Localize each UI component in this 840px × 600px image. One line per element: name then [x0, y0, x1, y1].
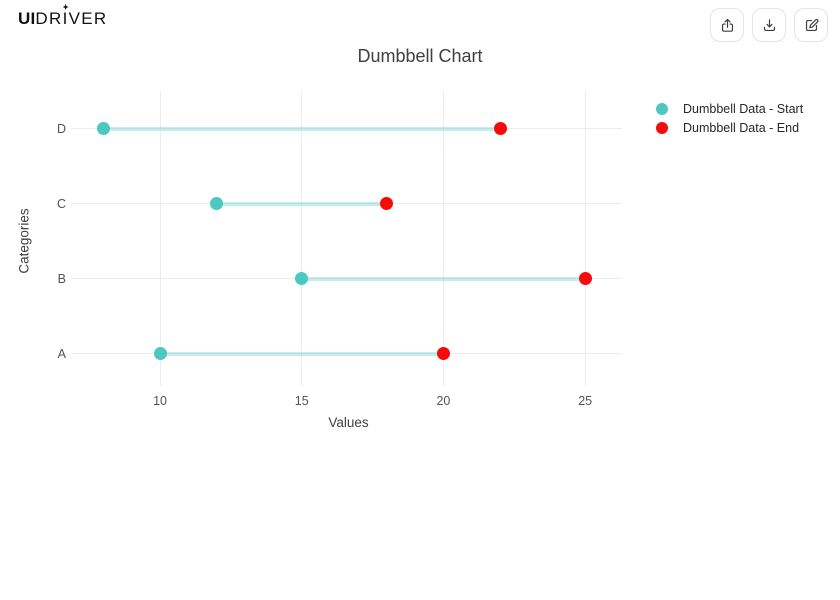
category-gridline	[71, 203, 622, 204]
share-button[interactable]	[710, 8, 744, 42]
edit-icon	[805, 18, 818, 31]
dumbbell-start-dot	[153, 347, 167, 360]
dumbbell-connector	[301, 276, 586, 281]
logo-text-ui: UI	[18, 9, 36, 28]
dumbbell-start-dot	[96, 122, 110, 135]
chart-title: Dumbbell Chart	[357, 46, 483, 66]
x-gridline	[159, 91, 161, 386]
download-icon	[763, 18, 775, 31]
x-tick-label: 25	[578, 394, 593, 408]
category-label: D	[56, 121, 66, 136]
logo-text-dr: DR	[35, 9, 63, 28]
star-icon	[62, 4, 69, 10]
legend-swatch-icon	[656, 121, 668, 134]
legend-item: Dumbbell Data - Start	[656, 99, 803, 118]
dumbbell-start-dot	[210, 197, 224, 210]
dumbbell-connector	[216, 201, 387, 206]
legend-item: Dumbbell Data - End	[656, 118, 803, 137]
dumbbell-start-dot	[295, 272, 309, 285]
edit-button[interactable]	[794, 8, 828, 42]
x-gridline	[584, 91, 586, 386]
dumbbell-end-dot	[493, 122, 507, 135]
legend: Dumbbell Data - Start Dumbbell Data - End	[656, 99, 803, 137]
y-axis-label: Categories	[16, 208, 32, 274]
share-icon	[721, 18, 733, 32]
x-axis-label: Values	[328, 415, 369, 430]
category-label: C	[56, 196, 66, 211]
dumbbell-connector	[160, 351, 444, 356]
logo-text-ver: VER	[68, 9, 108, 28]
logo-text-i: I	[63, 4, 69, 29]
legend-label: Dumbbell Data - Start	[683, 101, 804, 116]
x-gridline	[301, 91, 303, 386]
x-tick-label: 10	[153, 394, 167, 408]
app-logo: UIDR IVER	[18, 4, 108, 29]
legend-label: Dumbbell Data - End	[683, 120, 800, 135]
x-tick-label: 15	[294, 394, 309, 408]
category-label: A	[57, 346, 66, 361]
dumbbell-end-dot	[436, 347, 450, 360]
legend-swatch-icon	[656, 102, 668, 115]
x-tick-label: 20	[436, 394, 451, 408]
category-label: B	[57, 271, 66, 286]
toolbar	[710, 8, 828, 42]
download-button[interactable]	[752, 8, 786, 42]
dumbbell-connector	[103, 126, 501, 131]
x-gridline	[442, 91, 444, 386]
category-gridline	[71, 278, 622, 279]
category-gridline	[71, 128, 622, 129]
plot-area	[71, 91, 622, 391]
dumbbell-end-dot	[380, 197, 394, 210]
dumbbell-end-dot	[578, 272, 592, 285]
category-gridline	[71, 353, 622, 354]
